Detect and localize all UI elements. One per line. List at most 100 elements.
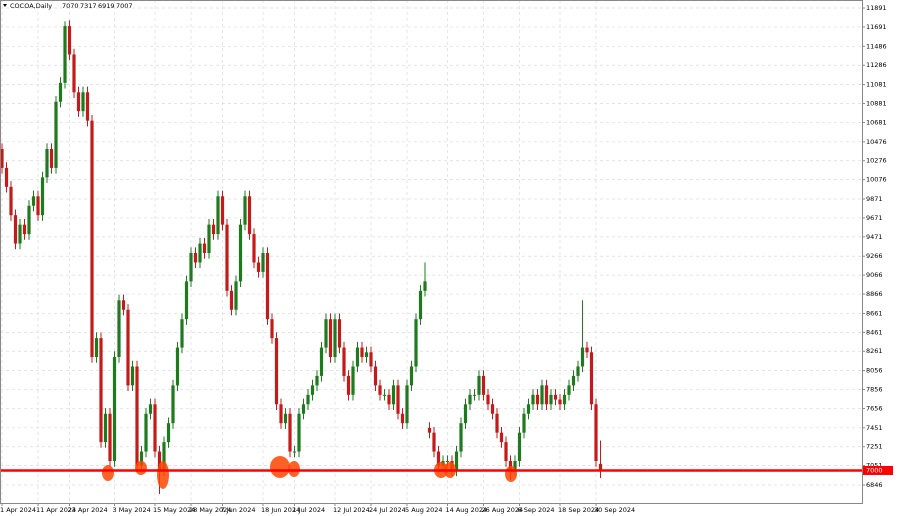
candle-body <box>0 149 4 168</box>
candle-body <box>144 413 148 452</box>
candle-body <box>463 404 468 424</box>
candle-body <box>81 92 85 112</box>
candle-body <box>265 253 270 320</box>
candle-body <box>337 319 342 348</box>
candle-body <box>90 120 94 358</box>
header-low: 6919 <box>98 2 115 10</box>
y-tick-label: 11486 <box>866 42 887 50</box>
candle-body <box>112 357 117 462</box>
candle-body <box>364 352 369 358</box>
y-tick-label: 10076 <box>866 176 887 184</box>
candle-body <box>481 375 486 395</box>
y-tick-label: 7251 <box>866 443 883 451</box>
candle-body <box>301 404 306 414</box>
level-label: 7000 <box>866 466 883 474</box>
candle-body <box>517 432 522 462</box>
candle-body <box>391 385 396 405</box>
plot-frame <box>0 0 863 504</box>
candle-body <box>72 54 76 93</box>
candle-body <box>157 451 162 471</box>
highlight <box>102 465 114 481</box>
candle-body <box>252 234 256 263</box>
y-tick-label: 9066 <box>866 271 883 279</box>
candle-body <box>198 243 202 263</box>
candle-body <box>373 366 378 386</box>
candle-body <box>351 366 355 395</box>
candle-body <box>202 243 207 254</box>
candle-body <box>220 196 225 225</box>
candle-body <box>292 451 297 453</box>
candle-body <box>126 309 130 386</box>
candle-body <box>279 404 283 424</box>
x-tick-label: 12 Jul 2024 <box>333 506 370 514</box>
candle-body <box>427 427 432 433</box>
candle-body <box>513 461 517 471</box>
y-tick-label: 10681 <box>866 118 887 126</box>
candle-body <box>333 319 337 358</box>
candle-body <box>130 366 135 386</box>
x-tick-label: 18 Sep 2024 <box>558 506 599 514</box>
y-tick-label: 11286 <box>866 61 887 69</box>
y-tick-label: 11891 <box>866 4 887 12</box>
x-tick-label: 11 Apr 2024 <box>36 506 76 514</box>
candle-body <box>526 404 531 414</box>
y-tick-label: 8261 <box>866 347 883 355</box>
candle-body <box>558 399 562 405</box>
candle-body <box>121 300 126 310</box>
candle-body <box>535 394 540 405</box>
candle-body <box>67 26 72 55</box>
candle-body <box>58 82 63 102</box>
y-tick-label: 7656 <box>866 404 883 412</box>
candle-body <box>76 92 81 112</box>
candle-body <box>355 347 360 367</box>
symbol: COCOA,Daily <box>10 2 52 10</box>
highlight <box>270 456 290 478</box>
candle-body <box>531 394 535 405</box>
candle-body <box>436 451 441 466</box>
y-tick-label: 10881 <box>866 100 887 108</box>
highlight <box>288 461 300 477</box>
x-tick-label: 23 Apr 2024 <box>68 506 108 514</box>
candle-body <box>274 338 279 405</box>
candle-body <box>576 366 580 376</box>
header-close: 7007 <box>116 2 133 10</box>
y-tick-label: 9471 <box>866 233 883 241</box>
y-tick-label: 9266 <box>866 252 883 260</box>
candle-body <box>315 375 319 386</box>
candle-body <box>216 196 220 235</box>
candle-body <box>346 375 351 395</box>
candle-body <box>589 352 594 405</box>
highlight <box>505 466 517 482</box>
highlight <box>157 461 169 489</box>
candle-body <box>540 385 544 405</box>
candle-body <box>486 394 490 405</box>
candle-body <box>189 253 193 282</box>
candle-body <box>382 394 387 396</box>
y-tick-label: 11081 <box>866 81 887 89</box>
y-tick-label: 7856 <box>866 386 883 394</box>
candle-body <box>94 338 99 358</box>
x-tick-label: 18 Jun 2024 <box>261 506 300 514</box>
overlay: 6846 7051 7251 7451 7656 7856 8056 8261 8461 8661… <box>0 4 893 514</box>
header-high: 7317 <box>80 2 97 10</box>
candle-body <box>288 413 292 452</box>
candle-body <box>504 442 508 462</box>
candle-body <box>319 347 324 376</box>
candle-body <box>207 224 211 254</box>
x-tick-label: 28 May 2024 <box>189 506 231 514</box>
candle-body <box>522 413 526 433</box>
candle-body <box>342 347 346 376</box>
candle-body <box>324 319 328 348</box>
candle-body <box>544 385 549 405</box>
y-tick-label: 10476 <box>866 138 887 146</box>
candle-body <box>418 290 423 320</box>
candle-body <box>328 319 333 358</box>
candle-body <box>445 461 450 463</box>
candles <box>0 20 603 495</box>
candle-body <box>31 196 36 206</box>
candle-body <box>423 281 427 291</box>
candle-body <box>193 253 198 263</box>
candle-body <box>283 413 288 424</box>
